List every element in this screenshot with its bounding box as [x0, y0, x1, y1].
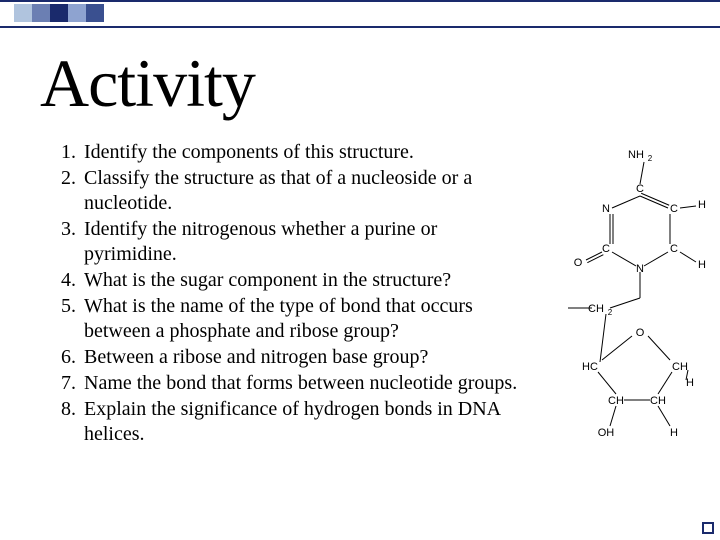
question-item: Name the bond that forms between nucleot…: [48, 371, 528, 396]
svg-text:H: H: [698, 259, 706, 271]
svg-text:CH: CH: [650, 395, 666, 407]
svg-text:CH: CH: [608, 395, 624, 407]
decor-square: [86, 4, 104, 22]
page-title: Activity: [40, 44, 255, 123]
decor-square: [32, 4, 50, 22]
question-item: What is the name of the type of bond tha…: [48, 294, 528, 344]
decor-square: [50, 4, 68, 22]
svg-text:HC: HC: [582, 361, 598, 373]
svg-text:C: C: [602, 243, 610, 255]
svg-text:H: H: [698, 199, 706, 211]
svg-text:C: C: [636, 183, 644, 195]
corner-marker: [702, 522, 714, 534]
question-item: Between a ribose and nitrogen base group…: [48, 345, 528, 370]
svg-text:CH: CH: [588, 303, 604, 315]
question-list: Identify the components of this structur…: [48, 140, 528, 447]
question-item: Classify the structure as that of a nucl…: [48, 166, 528, 216]
decor-squares: [14, 4, 104, 22]
top-border: [0, 0, 720, 28]
question-item: Identify the nitrogenous whether a purin…: [48, 217, 528, 267]
svg-text:C: C: [670, 243, 678, 255]
svg-text:NH: NH: [628, 149, 644, 161]
svg-text:N: N: [602, 203, 610, 215]
question-item: Explain the significance of hydrogen bon…: [48, 397, 528, 447]
svg-text:N: N: [636, 263, 644, 275]
svg-text:C: C: [670, 203, 678, 215]
svg-text:O: O: [574, 257, 583, 269]
svg-text:O: O: [636, 327, 645, 339]
svg-text:H: H: [686, 377, 694, 389]
svg-text:2: 2: [648, 154, 653, 163]
svg-text:OH: OH: [598, 427, 615, 439]
question-list-wrap: Identify the components of this structur…: [48, 140, 528, 448]
question-item: Identify the components of this structur…: [48, 140, 528, 165]
decor-square: [14, 4, 32, 22]
svg-text:H: H: [670, 427, 678, 439]
question-item: What is the sugar component in the struc…: [48, 268, 528, 293]
decor-square: [68, 4, 86, 22]
chemical-structure-diagram: NH2CNCHCONCHCH2OHCCHHCHCHOHH: [540, 138, 720, 458]
svg-text:2: 2: [608, 308, 613, 317]
svg-text:CH: CH: [672, 361, 688, 373]
